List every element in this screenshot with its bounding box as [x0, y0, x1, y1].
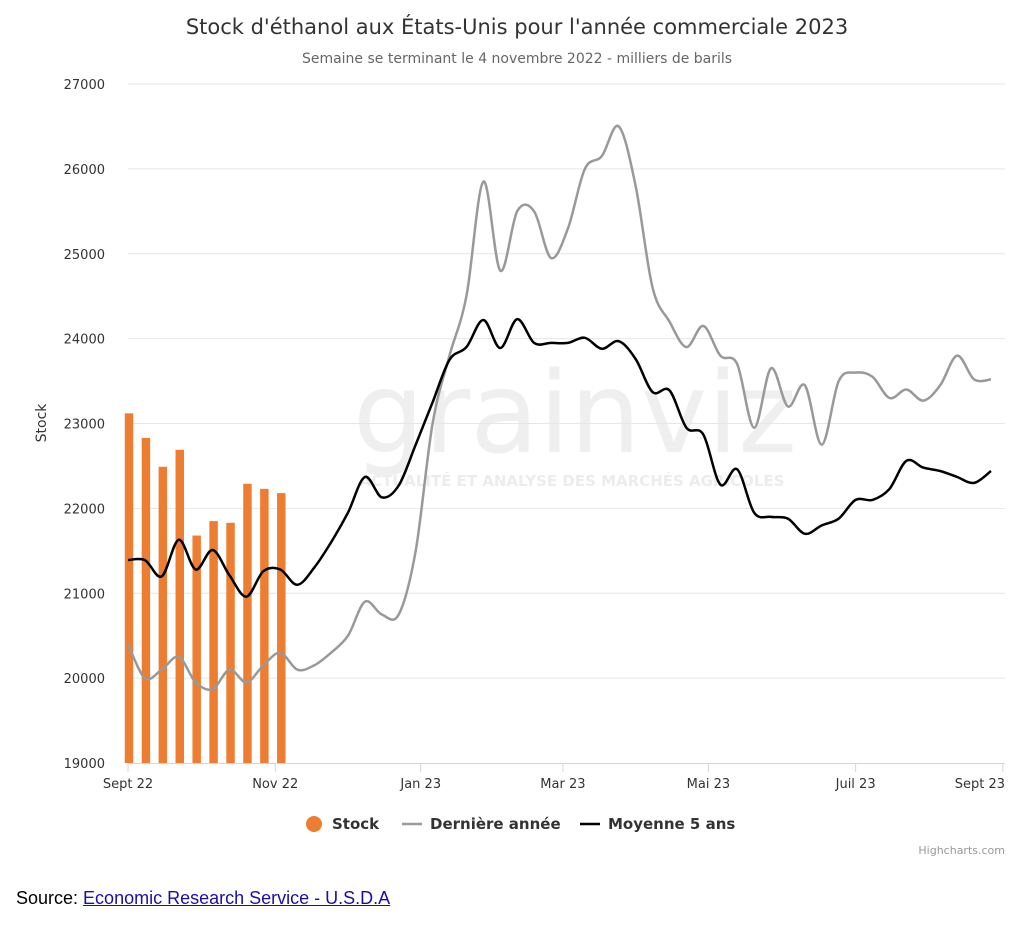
- source-prefix: Source:: [16, 888, 84, 908]
- watermark-tagline: ACTUALITÉ ET ANALYSE DES MARCHÉS AGRICOL…: [360, 471, 785, 490]
- stock-bar[interactable]: [209, 521, 218, 763]
- stock-bar[interactable]: [141, 437, 151, 763]
- watermark-word: grainviz: [353, 349, 797, 479]
- x-tick-label: Jan 23: [399, 777, 441, 792]
- legend-label: Stock: [332, 815, 380, 833]
- y-tick-label: 25000: [64, 248, 105, 263]
- legend[interactable]: Stock Dernière année Moyenne 5 ans: [306, 815, 735, 833]
- legend-item[interactable]: Stock: [306, 815, 380, 833]
- legend-item[interactable]: Dernière année: [402, 815, 561, 833]
- y-tick-label: 24000: [64, 333, 105, 348]
- stock-bar[interactable]: [192, 535, 201, 763]
- y-axis-label: Stock: [34, 403, 50, 443]
- stock-bars: [124, 413, 286, 763]
- legend-symbol: [306, 816, 322, 832]
- chart-subtitle: Semaine se terminant le 4 novembre 2022 …: [302, 51, 732, 67]
- y-tick-label: 21000: [64, 587, 105, 602]
- credits-text[interactable]: Highcharts.com: [918, 844, 1005, 857]
- x-tick-label: Mar 23: [540, 777, 585, 792]
- y-gridlines: [128, 83, 1005, 679]
- legend-label: Moyenne 5 ans: [608, 815, 735, 833]
- legend-label: Dernière année: [430, 815, 561, 833]
- x-tick-label: Juil 23: [835, 777, 876, 792]
- x-tick-label: Nov 22: [252, 777, 298, 792]
- y-tick-label: 27000: [64, 78, 105, 93]
- source-link[interactable]: Economic Research Service - U.S.D.A: [83, 888, 391, 908]
- line-series: [126, 124, 992, 692]
- stock-bar[interactable]: [124, 413, 134, 763]
- five-year-average-line[interactable]: [127, 317, 992, 598]
- y-tick-label: 26000: [64, 163, 105, 178]
- stock-bar[interactable]: [260, 488, 269, 763]
- stock-bar[interactable]: [277, 493, 286, 763]
- y-tick-label: 22000: [64, 502, 105, 517]
- chart-title: Stock d'éthanol aux États-Unis pour l'an…: [186, 14, 848, 39]
- stock-bar[interactable]: [243, 483, 252, 763]
- legend-item[interactable]: Moyenne 5 ans: [580, 815, 735, 833]
- y-tick-label: 23000: [64, 418, 105, 433]
- axes: 19000 20000 21000 22000 23000 24000 25000 26000…: [64, 78, 1005, 792]
- x-tick-label: Sept 23: [955, 777, 1005, 792]
- y-tick-label: 19000: [64, 757, 105, 772]
- y-tick-label: 20000: [64, 672, 105, 687]
- stock-bar[interactable]: [226, 522, 235, 763]
- x-tick-label: Mai 23: [687, 777, 730, 792]
- source-line: Source: Economic Research Service - U.S.…: [16, 888, 390, 909]
- stock-bar[interactable]: [158, 466, 168, 763]
- stock-bar[interactable]: [175, 449, 184, 763]
- x-tick-label: Sept 22: [103, 777, 153, 792]
- last-year-line[interactable]: [126, 124, 992, 692]
